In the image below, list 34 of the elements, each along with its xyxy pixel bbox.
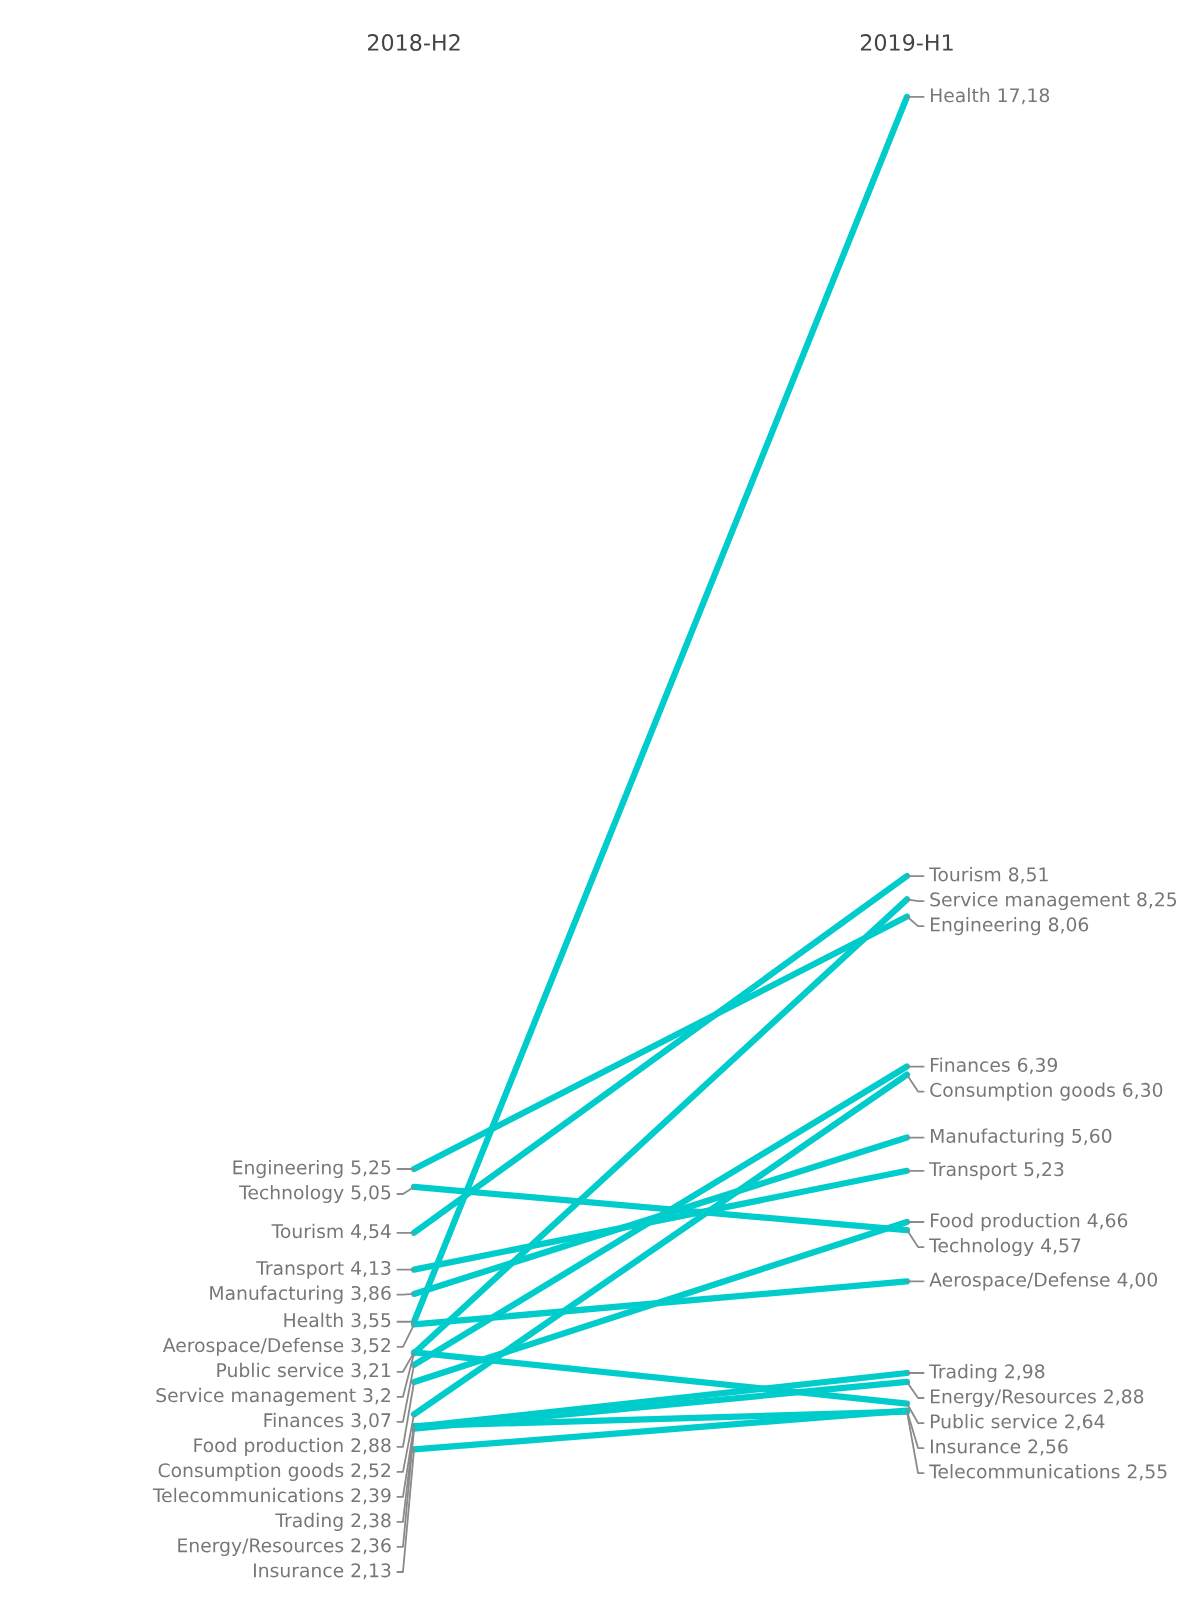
data-label: Tourism 8,51	[929, 866, 1048, 884]
data-label: Service management 3,2	[156, 1387, 390, 1406]
data-label: Telecommunications 2,39	[152, 1487, 391, 1505]
data-label: Transport 5,23	[929, 1162, 1064, 1180]
data-label: Manufacturing 3,86	[210, 1285, 391, 1304]
data-label: Energy/Resources 2,88	[930, 1389, 1144, 1408]
data-label: Trading 2,38	[275, 1512, 391, 1532]
data-label: Food production 4,66	[930, 1212, 1128, 1232]
data-label: Service management 8,25	[930, 891, 1177, 911]
data-label: Aerospace/Defense 4,00	[929, 1272, 1158, 1291]
data-label: Energy/Resources 2,36	[178, 1538, 391, 1557]
data-label: Health 3,55	[284, 1312, 391, 1330]
data-label: Health 17,18	[930, 87, 1050, 105]
data-label: Engineering 5,25	[233, 1159, 391, 1179]
data-label: Transport 4,13	[256, 1260, 391, 1279]
data-label: Manufacturing 5,60	[930, 1128, 1112, 1147]
x-tick-label: 2019-H1	[860, 34, 953, 51]
data-label: Insurance 2,56	[930, 1439, 1068, 1456]
data-label: Aerospace/Defense 3,52	[162, 1337, 390, 1356]
data-label: Finances 3,07	[264, 1412, 391, 1430]
data-label: Public service 3,21	[217, 1362, 391, 1380]
data-label: Consumption goods 6,30	[930, 1082, 1163, 1101]
data-label: Trading 2,98	[929, 1363, 1045, 1383]
x-tick-label: 2018-H2	[367, 34, 460, 51]
data-label: Insurance 2,13	[254, 1563, 391, 1580]
data-label: Finances 6,39	[930, 1057, 1058, 1074]
data-label: Engineering 8,06	[930, 917, 1089, 936]
data-label: Technology 4,57	[929, 1237, 1081, 1257]
data-label: Telecommunications 2,55	[929, 1464, 1167, 1481]
data-label: Consumption goods 2,52	[158, 1462, 390, 1481]
data-label: Technology 5,05	[239, 1184, 391, 1204]
data-label: Tourism 4,54	[271, 1223, 391, 1241]
data-label: Public service 2,64	[930, 1413, 1105, 1431]
data-label: Food production 2,88	[194, 1437, 391, 1456]
